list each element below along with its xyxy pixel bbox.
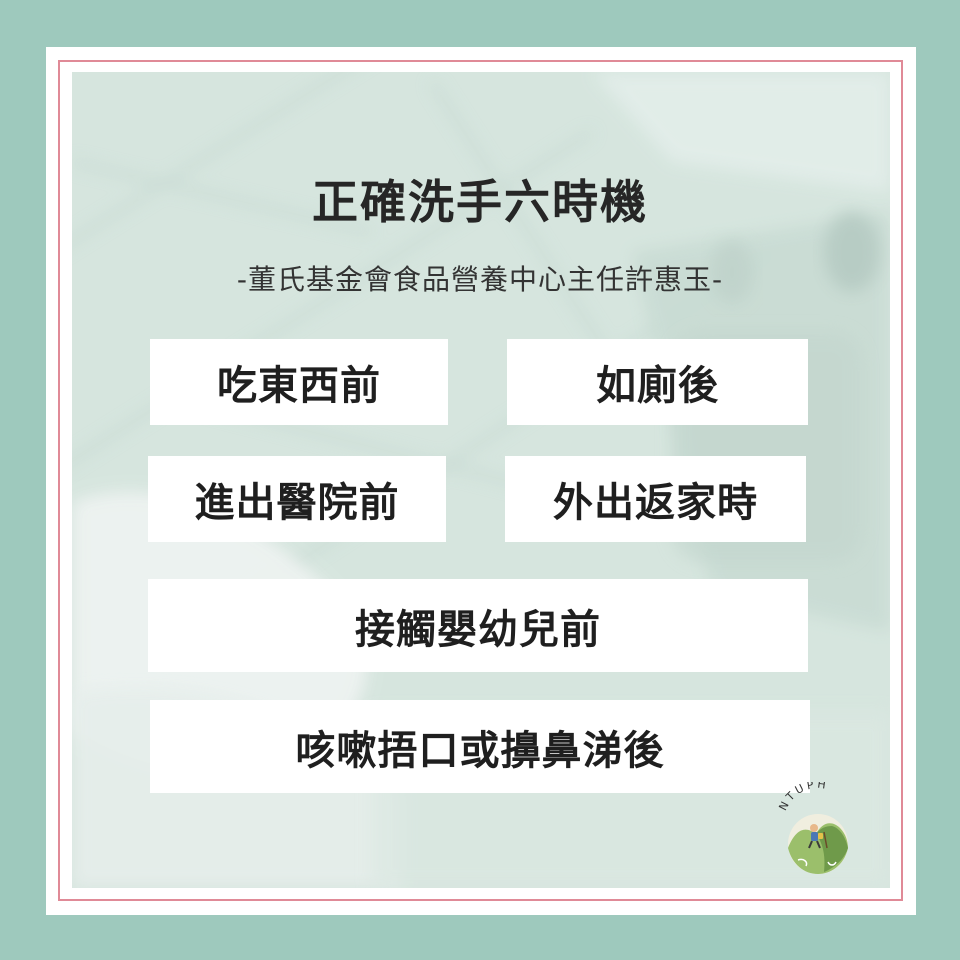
ntuph-logo: NTUPH xyxy=(770,778,866,878)
moment-box-after-toilet: 如廁後 xyxy=(507,339,808,425)
mountain-hiker-icon: NTUPH xyxy=(776,778,848,874)
moment-box-after-coughing: 咳嗽捂口或擤鼻涕後 xyxy=(150,700,810,793)
logo-text: NTUPH xyxy=(776,782,829,813)
moment-box-hospital: 進出醫院前 xyxy=(148,456,446,542)
moment-box-returning-home: 外出返家時 xyxy=(505,456,806,542)
moment-box-before-eating: 吃東西前 xyxy=(150,339,448,425)
pink-border-line xyxy=(58,60,903,901)
page-subtitle: -董氏基金會食品營養中心主任許惠玉- xyxy=(236,263,724,296)
page-title: 正確洗手六時機 xyxy=(312,175,648,229)
moment-box-touching-infants: 接觸嬰幼兒前 xyxy=(148,579,808,672)
